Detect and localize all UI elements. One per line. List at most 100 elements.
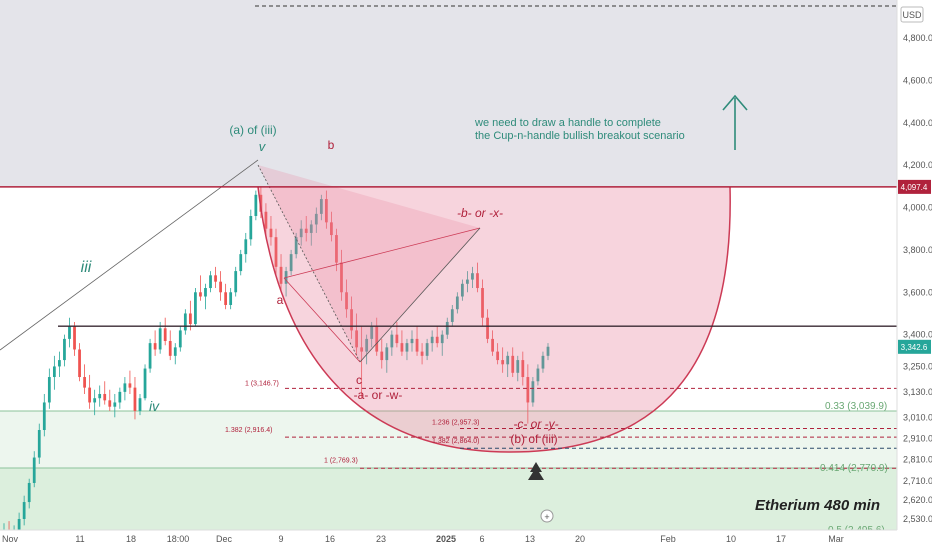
candle-body-20 xyxy=(103,393,107,401)
breakout-arrow-head xyxy=(722,94,748,111)
candles-layer xyxy=(2,186,550,550)
candle-body-44 xyxy=(224,292,228,305)
candle-body-3 xyxy=(17,519,21,530)
candle-body-4 xyxy=(22,502,26,519)
candle-body-9 xyxy=(47,377,51,403)
x-tick-6: 16 xyxy=(325,534,335,544)
candle-body-101 xyxy=(511,355,515,373)
add-icon-glyph: + xyxy=(544,512,549,522)
candle-body-79 xyxy=(400,343,404,352)
candle-body-30 xyxy=(153,343,157,350)
candle-body-29 xyxy=(148,343,152,369)
candle-body-68 xyxy=(345,292,348,310)
candle-body-71 xyxy=(360,347,364,352)
candle-body-57 xyxy=(289,254,293,272)
wave-label-c: c xyxy=(356,373,362,387)
candle-body-10 xyxy=(52,366,56,378)
y-tick-5: 3,010.0 xyxy=(903,412,932,422)
candle-body-49 xyxy=(249,215,253,240)
last-price-tag xyxy=(898,339,931,354)
candle-body-18 xyxy=(93,398,97,403)
tree-icon xyxy=(528,462,544,480)
fib-label-3: 1.236 (2,957.3) xyxy=(432,419,479,426)
candle-body-38 xyxy=(194,292,197,325)
upper-zone xyxy=(0,0,897,187)
chart-title: Etherium 480 min xyxy=(755,497,880,514)
green-fib-label-1: 0.414 (2,770.9) xyxy=(820,463,888,474)
candle-body-94 xyxy=(476,273,479,289)
candle-body-42 xyxy=(214,275,217,282)
candle-body-7 xyxy=(37,430,41,458)
fib-label-4: 1.382 (2,864.0) xyxy=(432,438,479,445)
candle-body-106 xyxy=(536,368,540,382)
y-tick-9: 3,600.0 xyxy=(903,287,932,297)
candle-body-82 xyxy=(415,338,419,352)
candle-body-17 xyxy=(88,387,92,403)
candle-body-27 xyxy=(138,398,142,411)
candle-body-45 xyxy=(229,292,233,305)
candle-body-90 xyxy=(455,296,459,310)
cup-shape xyxy=(257,186,731,453)
candle-body-105 xyxy=(531,381,535,403)
candle-body-74 xyxy=(375,326,379,352)
candle-body-52 xyxy=(264,211,268,229)
candle-body-33 xyxy=(168,341,172,356)
wave-label-a: a xyxy=(277,293,284,307)
candle-body-39 xyxy=(199,292,202,297)
candle-body-81 xyxy=(410,338,414,344)
y-tick-8: 3,400.0 xyxy=(903,330,932,340)
candle-body-88 xyxy=(445,321,449,335)
candle-body-62 xyxy=(314,213,318,225)
wedge-line-4 xyxy=(359,227,481,363)
candle-body-12 xyxy=(63,338,66,361)
candle-body-34 xyxy=(173,347,177,356)
candle-body-28 xyxy=(143,368,147,399)
candle-body-48 xyxy=(244,239,248,255)
wave-label-c_bottom: -c- or -y- xyxy=(513,417,558,431)
fib-label-2: 1 (2,769.3) xyxy=(324,457,358,464)
wave-label-v: v xyxy=(259,139,267,154)
green-zone-2 xyxy=(0,467,897,530)
candle-body-16 xyxy=(83,377,86,388)
wave-label-c_alt: -a- or -w- xyxy=(354,388,403,402)
candle-body-92 xyxy=(466,279,469,284)
candle-body-23 xyxy=(118,391,122,403)
candle-body-96 xyxy=(486,317,489,339)
candle-body-21 xyxy=(108,400,112,407)
currency-box xyxy=(900,6,924,23)
candle-body-55 xyxy=(279,266,283,284)
x-tick-9: 6 xyxy=(479,534,484,544)
candle-body-93 xyxy=(471,273,474,280)
candle-body-58 xyxy=(294,237,298,255)
candle-body-100 xyxy=(506,355,510,365)
wedge-area xyxy=(258,165,480,362)
wave-label-b: b xyxy=(328,138,335,152)
candle-body-76 xyxy=(385,347,389,361)
y-tick-10: 3,800.0 xyxy=(903,245,932,255)
candle-body-53 xyxy=(269,228,273,238)
candle-body-11 xyxy=(58,360,61,367)
background-layer xyxy=(0,0,897,530)
candle-body-47 xyxy=(239,254,243,272)
y-tick-13: 4,400.0 xyxy=(903,118,932,128)
y-tick-6: 3,130.0 xyxy=(903,387,932,397)
fib-label-0: 1 (3,146.7) xyxy=(245,380,279,387)
wave-label-b_alt: -b- or -x- xyxy=(457,206,503,220)
candle-body-87 xyxy=(440,334,444,344)
candle-body-97 xyxy=(491,338,494,352)
candle-body-19 xyxy=(98,393,102,399)
candle-body-8 xyxy=(42,402,46,431)
candle-body-91 xyxy=(460,283,464,297)
x-tick-7: 23 xyxy=(376,534,386,544)
x-tick-15: Mar xyxy=(828,534,844,544)
y-tick-11: 4,000.0 xyxy=(903,203,932,213)
candle-body-65 xyxy=(330,222,333,236)
wave-label-b_of_iii: (b) of (iii) xyxy=(510,432,557,446)
candle-body-72 xyxy=(365,338,369,352)
candle-body-51 xyxy=(259,194,263,212)
y-tick-0: 2,530.0 xyxy=(903,514,932,524)
candle-body-89 xyxy=(450,309,454,322)
candle-body-99 xyxy=(501,360,505,365)
annotation-line-1: the Cup-n-handle bullish breakout scenar… xyxy=(475,130,685,142)
